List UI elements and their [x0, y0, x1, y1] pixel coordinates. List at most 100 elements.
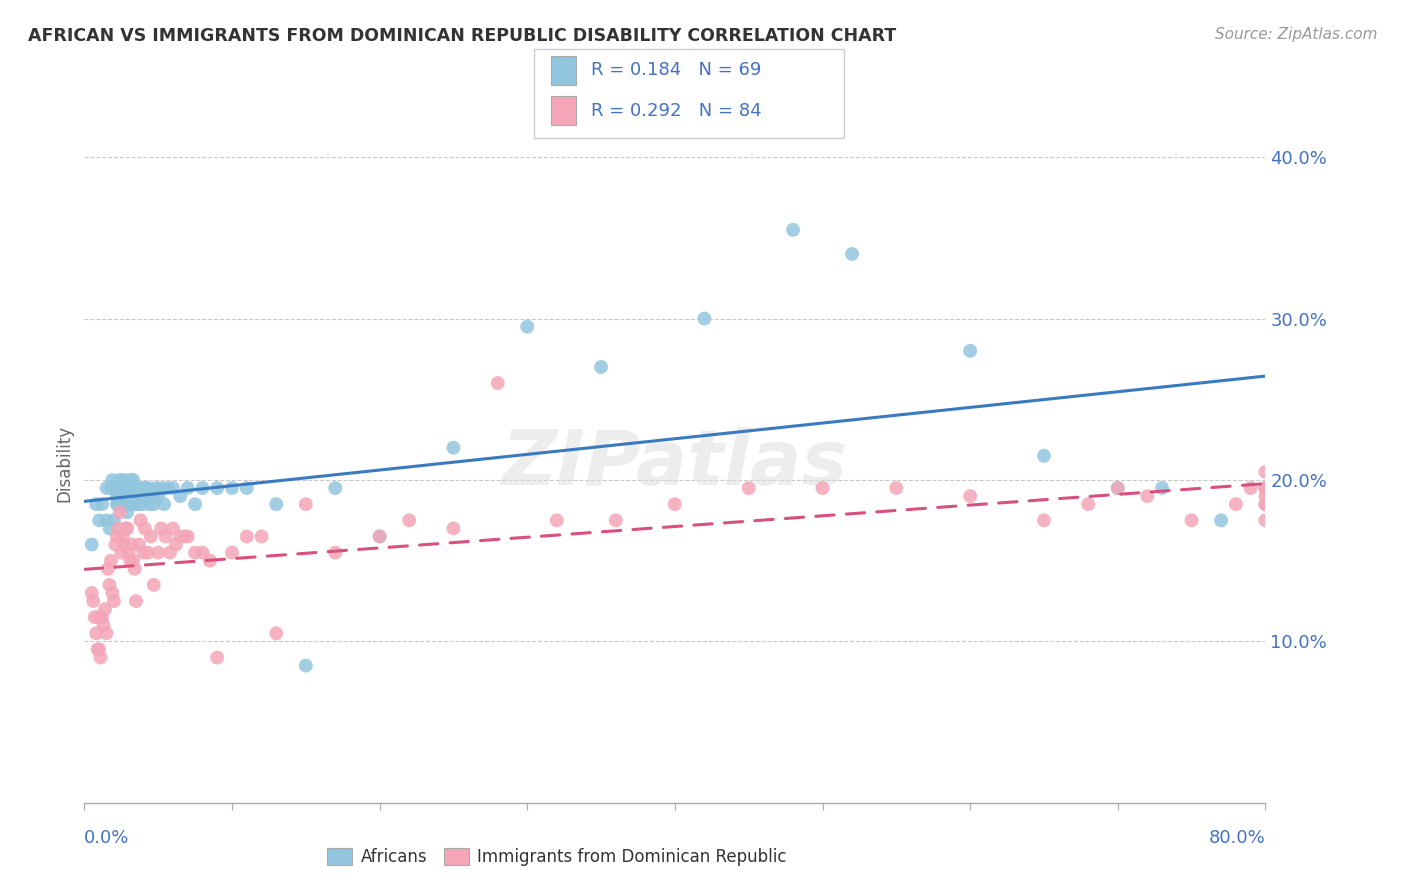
Point [134, 481, 156, 495]
Point [1107, 481, 1129, 495]
Point [811, 481, 834, 495]
Point [1136, 489, 1159, 503]
Text: R = 0.184   N = 69: R = 0.184 N = 69 [591, 62, 761, 79]
Point [546, 513, 568, 527]
Text: 0.0%: 0.0% [84, 829, 129, 847]
Point [103, 481, 125, 495]
Point [148, 489, 170, 503]
Point [87, 513, 111, 527]
Point [156, 481, 179, 495]
Point [1254, 481, 1277, 495]
Point [122, 554, 145, 568]
Point [235, 529, 259, 543]
Point [100, 481, 122, 495]
Point [125, 594, 148, 608]
Point [108, 473, 131, 487]
Legend: Africans, Immigrants from Dominican Republic: Africans, Immigrants from Dominican Repu… [321, 841, 793, 872]
Text: Source: ZipAtlas.com: Source: ZipAtlas.com [1215, 27, 1378, 42]
Point [173, 529, 195, 543]
Point [142, 578, 165, 592]
Point [198, 554, 221, 568]
Point [1240, 481, 1263, 495]
Point [441, 441, 464, 455]
Point [959, 343, 981, 358]
Point [486, 376, 509, 391]
Point [97, 562, 120, 576]
Point [101, 586, 124, 600]
Point [1180, 513, 1202, 527]
Point [605, 513, 627, 527]
Point [1209, 513, 1232, 527]
Point [121, 537, 143, 551]
Point [91, 610, 114, 624]
Point [235, 481, 259, 495]
Point [165, 537, 187, 551]
Point [87, 610, 111, 624]
Point [591, 359, 613, 374]
Point [1225, 497, 1247, 511]
Point [105, 489, 128, 503]
Point [83, 610, 105, 624]
Point [84, 497, 107, 511]
Point [1150, 481, 1173, 495]
Point [107, 521, 129, 535]
Point [398, 513, 420, 527]
Point [191, 481, 214, 495]
Point [959, 489, 981, 503]
Point [118, 497, 141, 511]
Point [105, 497, 128, 511]
Point [1254, 497, 1277, 511]
Point [121, 481, 143, 495]
Point [91, 497, 114, 511]
Point [135, 481, 157, 495]
Point [120, 554, 142, 568]
Point [111, 529, 134, 543]
Point [153, 497, 176, 511]
Text: 80.0%: 80.0% [1209, 829, 1265, 847]
Point [184, 546, 207, 560]
Point [125, 497, 148, 511]
Point [323, 546, 347, 560]
Point [96, 513, 118, 527]
Point [128, 497, 150, 511]
Point [1032, 513, 1054, 527]
Point [138, 497, 160, 511]
Point [177, 529, 200, 543]
Point [368, 529, 391, 543]
Point [1254, 489, 1277, 503]
Point [1254, 497, 1277, 511]
Point [191, 546, 214, 560]
Point [110, 546, 132, 560]
Point [86, 642, 108, 657]
Point [368, 529, 391, 543]
Point [1032, 449, 1054, 463]
Point [1107, 481, 1129, 495]
Point [122, 473, 145, 487]
Text: ZIPatlas: ZIPatlas [502, 427, 848, 500]
Point [118, 546, 141, 560]
Point [96, 626, 118, 640]
Point [150, 521, 173, 535]
Point [114, 481, 136, 495]
Point [295, 497, 318, 511]
Point [221, 546, 243, 560]
Point [150, 481, 173, 495]
Point [104, 537, 127, 551]
Point [115, 521, 138, 535]
Point [80, 537, 103, 551]
Point [205, 650, 228, 665]
Point [110, 489, 132, 503]
Point [129, 481, 152, 495]
Text: AFRICAN VS IMMIGRANTS FROM DOMINICAN REPUBLIC DISABILITY CORRELATION CHART: AFRICAN VS IMMIGRANTS FROM DOMINICAN REP… [28, 27, 897, 45]
Point [98, 521, 121, 535]
Y-axis label: Disability: Disability [55, 425, 73, 502]
Point [134, 521, 156, 535]
Point [87, 642, 111, 657]
Point [169, 529, 191, 543]
Point [693, 311, 716, 326]
Point [143, 481, 166, 495]
Point [159, 546, 181, 560]
Point [295, 658, 318, 673]
Point [139, 529, 162, 543]
Point [112, 537, 135, 551]
